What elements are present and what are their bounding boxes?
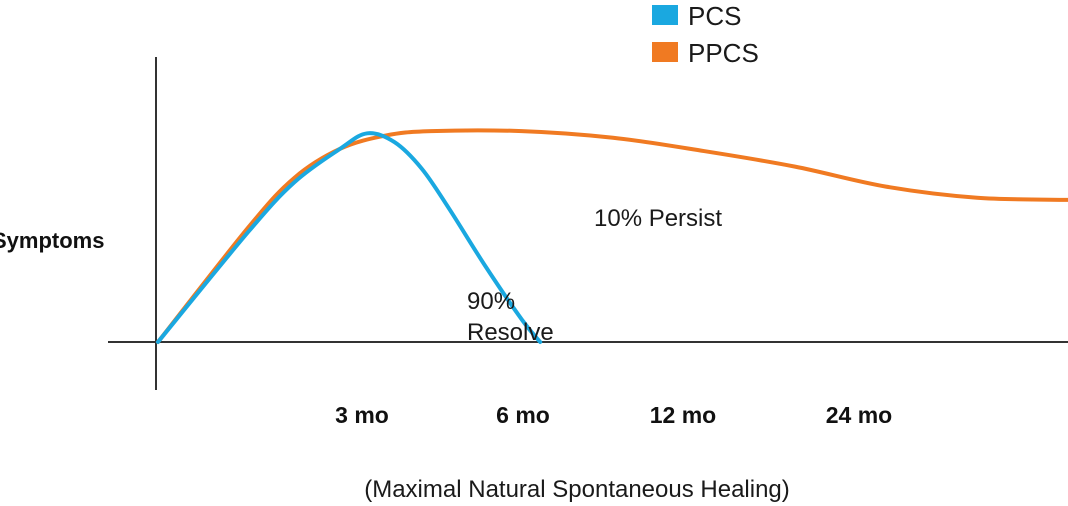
x-tick-label: 12 mo	[649, 402, 717, 428]
y-axis-label: Symptoms	[0, 228, 105, 253]
annotation-90-percent: 90%	[467, 288, 516, 315]
legend-label-ppcs: PPCS	[688, 38, 759, 68]
annotation-persist: 10% Persist	[594, 205, 723, 232]
annotation-resolve: Resolve	[467, 319, 554, 346]
legend-swatch-pcs	[652, 5, 678, 25]
x-axis-label: (Maximal Natural Spontaneous Healing)	[364, 476, 790, 503]
x-tick-label: 24 mo	[825, 402, 893, 428]
series-line-pcs	[156, 131, 543, 344]
x-tick-label: 6 mo	[496, 402, 550, 428]
x-tick-label: 3 mo	[335, 402, 389, 428]
legend-label-pcs: PCS	[688, 1, 742, 31]
legend-swatch-ppcs	[652, 42, 678, 62]
series-line-ppcs	[156, 128, 1068, 344]
